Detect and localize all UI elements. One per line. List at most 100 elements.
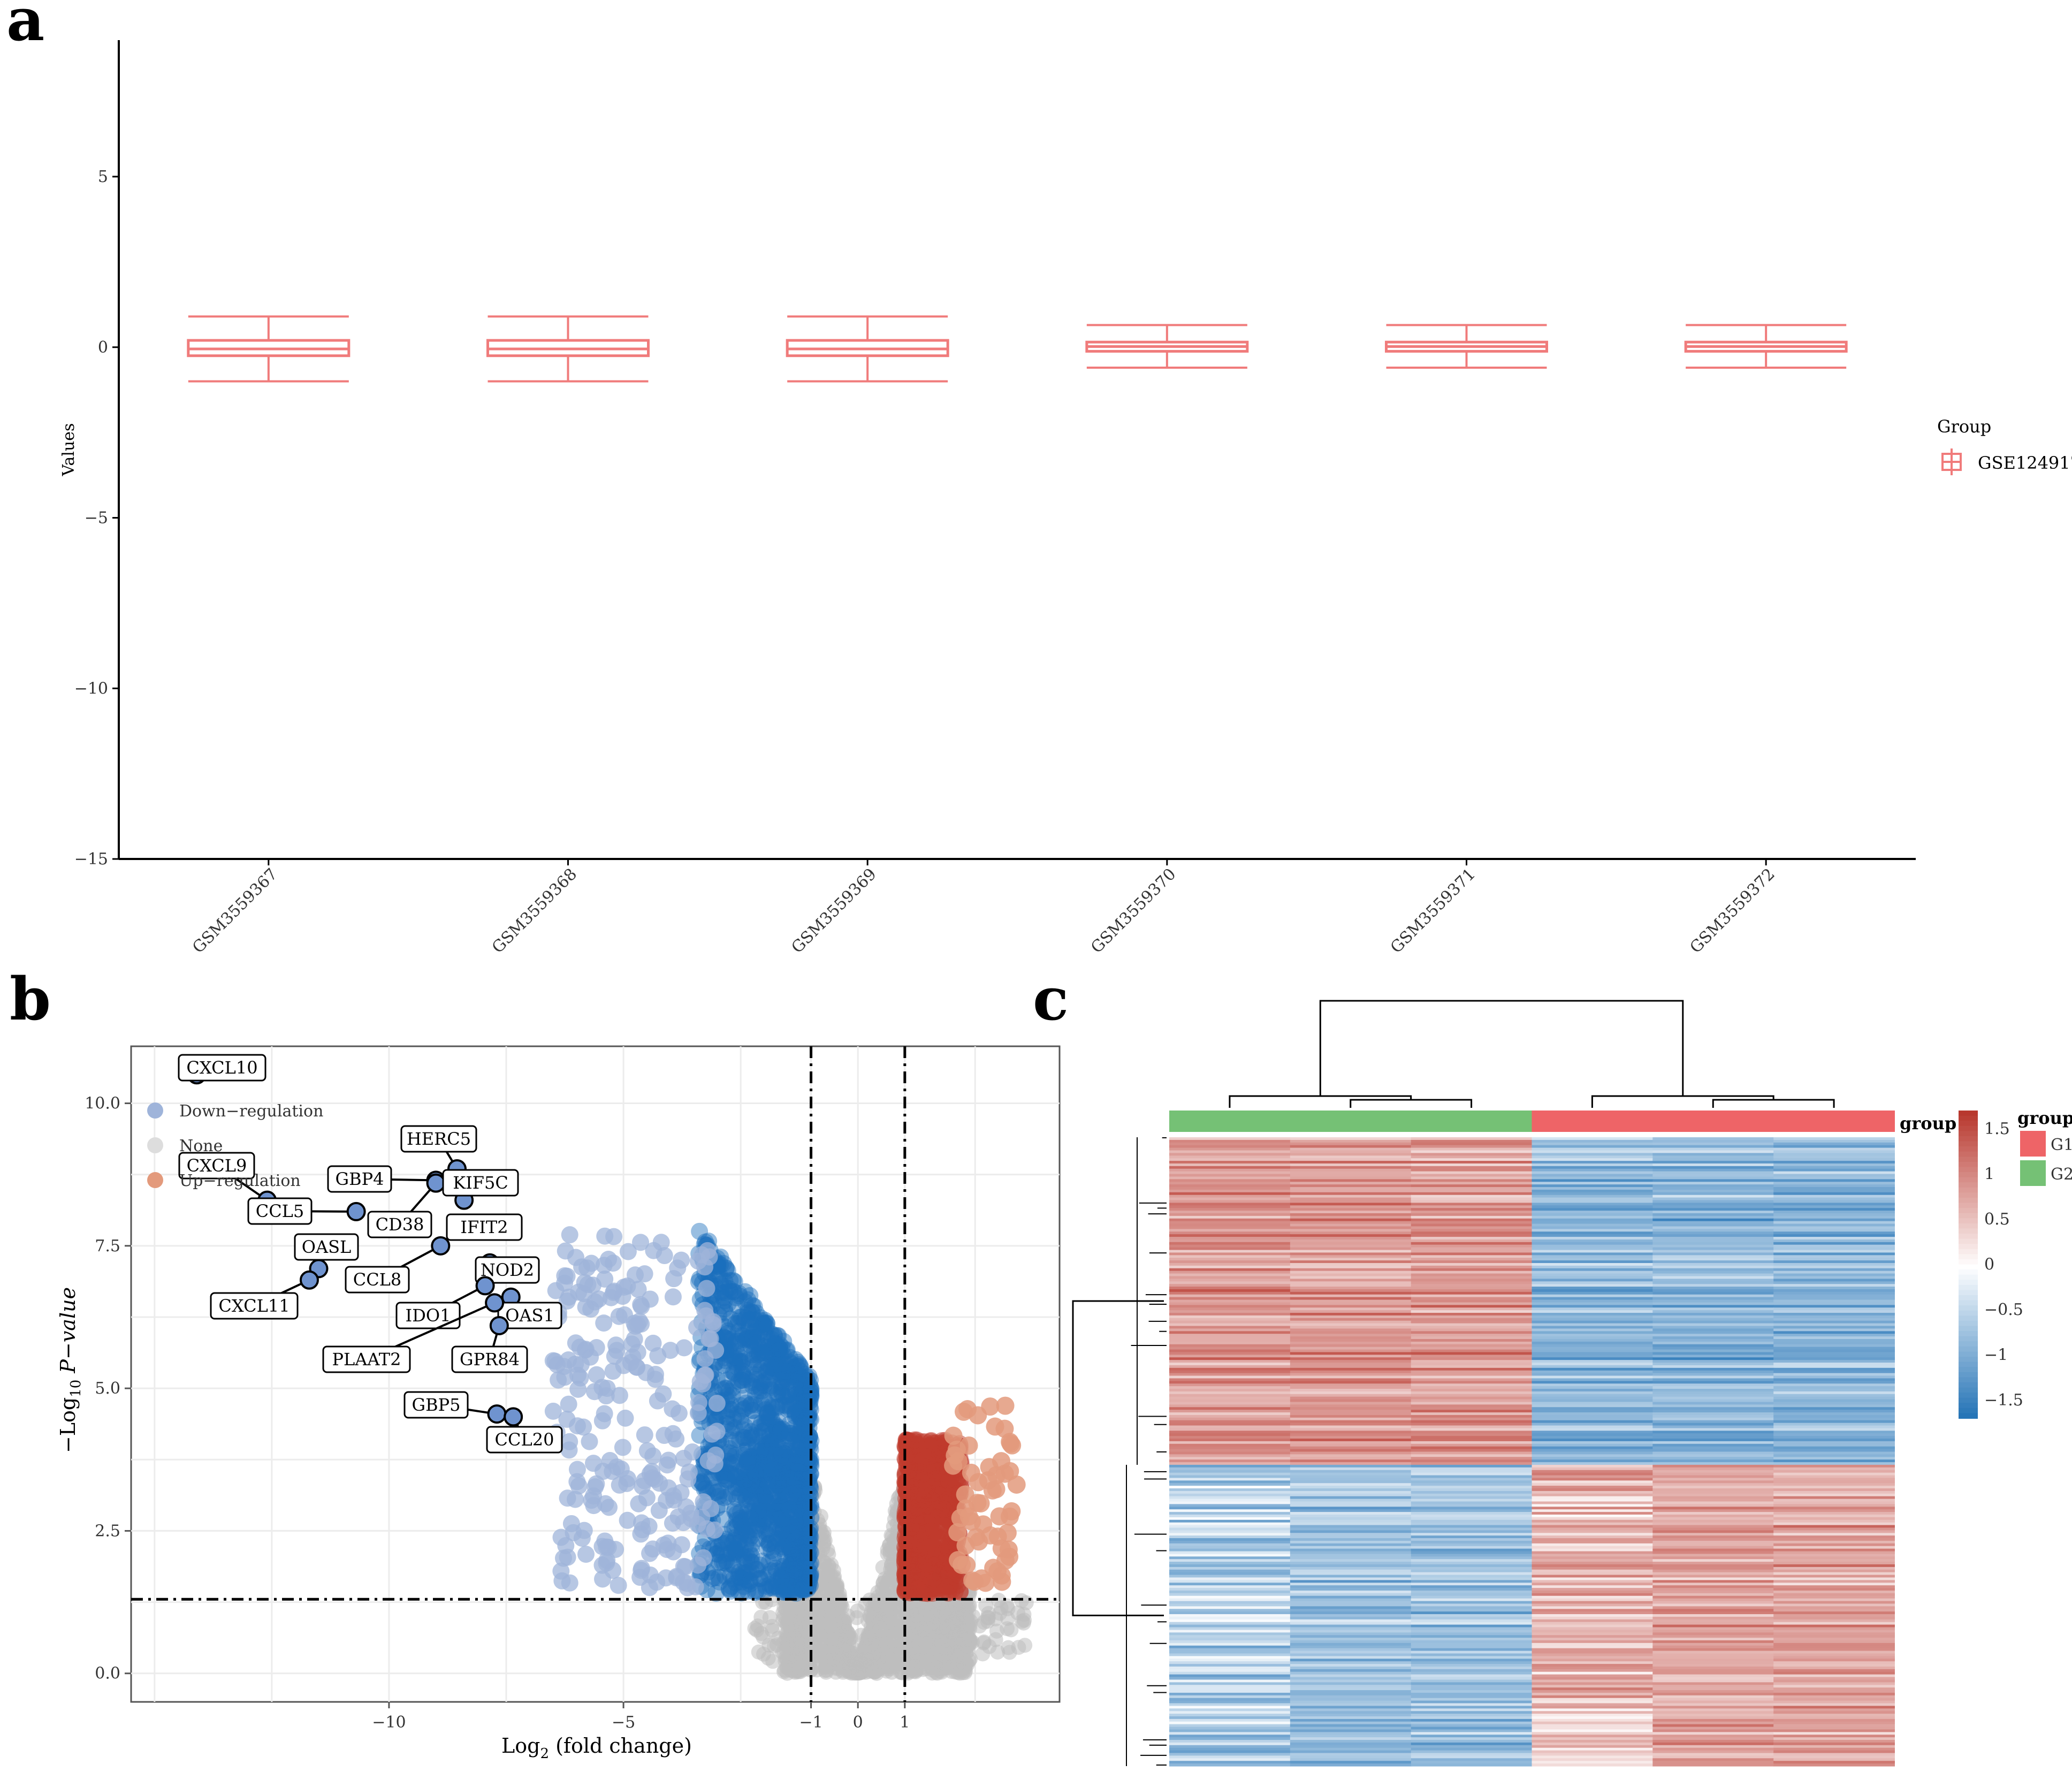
- point-down: [722, 1310, 740, 1328]
- heatmap-cell: [1290, 1281, 1412, 1284]
- heatmap-cell: [1773, 1457, 1895, 1460]
- heatmap-cell: [1411, 1464, 1533, 1468]
- point-down-outer: [632, 1296, 650, 1313]
- point-down: [766, 1356, 783, 1374]
- heatmap-cell: [1169, 1161, 1291, 1164]
- heatmap-cell: [1773, 1375, 1895, 1379]
- point-down: [782, 1553, 799, 1571]
- y-tick-label: 10.0: [85, 1094, 120, 1113]
- point-down: [790, 1405, 808, 1423]
- point-down: [769, 1424, 787, 1441]
- point-down: [747, 1479, 765, 1497]
- heatmap-cell: [1532, 1336, 1654, 1340]
- point-down: [760, 1370, 778, 1388]
- point-down: [751, 1501, 768, 1518]
- point-down: [795, 1530, 813, 1548]
- heatmap-cell: [1652, 1486, 1774, 1489]
- legend-title: Group: [1937, 416, 1991, 437]
- point-down: [788, 1357, 805, 1375]
- point-down-outer: [702, 1500, 720, 1517]
- heatmap-cell: [1411, 1211, 1533, 1214]
- point-down: [751, 1570, 769, 1587]
- labeled-point: [426, 1173, 446, 1193]
- point-down-outer: [615, 1357, 633, 1374]
- point-down-outer: [694, 1375, 712, 1393]
- heatmap-cell: [1290, 1370, 1412, 1374]
- point-up-outer: [953, 1555, 971, 1574]
- heatmap-cell: [1290, 1472, 1412, 1476]
- point-down: [802, 1381, 820, 1398]
- point-none: [881, 1598, 897, 1613]
- heatmap-cell: [1169, 1166, 1291, 1169]
- heatmap-cell: [1169, 1439, 1291, 1442]
- heatmap-cell: [1290, 1182, 1412, 1185]
- point-down: [763, 1381, 780, 1399]
- heatmap-cell: [1773, 1305, 1895, 1308]
- heatmap-cell: [1290, 1457, 1412, 1460]
- point-down: [777, 1486, 795, 1503]
- point-down: [798, 1408, 816, 1426]
- volcano-points: [544, 1222, 1034, 1681]
- point-down: [786, 1383, 804, 1401]
- point-down: [726, 1519, 744, 1537]
- point-down: [783, 1525, 801, 1542]
- point-down: [735, 1421, 752, 1439]
- heatmap-cell: [1532, 1223, 1654, 1227]
- heatmap-cell: [1773, 1433, 1895, 1436]
- heatmap-cell: [1652, 1410, 1774, 1413]
- point-down: [716, 1284, 734, 1302]
- heatmap-cell: [1290, 1176, 1412, 1180]
- point-down: [724, 1379, 742, 1397]
- point-down: [793, 1580, 810, 1598]
- heatmap-cell: [1169, 1328, 1291, 1332]
- heatmap-cell: [1652, 1239, 1774, 1243]
- heatmap-cell: [1773, 1357, 1895, 1360]
- heatmap-cell: [1411, 1299, 1533, 1303]
- point-down: [746, 1396, 764, 1413]
- point-down: [725, 1364, 742, 1381]
- point-down: [756, 1414, 773, 1432]
- heatmap-cell: [1532, 1414, 1654, 1418]
- heatmap-cell: [1169, 1252, 1291, 1256]
- point-down: [790, 1479, 808, 1496]
- point-down: [744, 1448, 761, 1465]
- point-down: [738, 1371, 756, 1388]
- heatmap-cell: [1773, 1287, 1895, 1290]
- point-down: [759, 1477, 777, 1495]
- point-down-outer: [595, 1314, 613, 1332]
- heatmap-cell: [1652, 1412, 1774, 1416]
- heatmap-cell: [1290, 1331, 1412, 1334]
- heatmap-cell: [1169, 1412, 1291, 1416]
- heatmap-cell: [1652, 1417, 1774, 1421]
- point-down: [727, 1289, 745, 1306]
- point-down: [732, 1540, 749, 1558]
- label-text: IFIT2: [460, 1217, 508, 1237]
- heatmap-cell: [1652, 1446, 1774, 1450]
- heatmap-cell: [1773, 1417, 1895, 1421]
- point-down: [772, 1566, 790, 1584]
- point-down: [716, 1510, 734, 1528]
- heatmap-cell: [1290, 1297, 1412, 1301]
- heatmap-cell: [1652, 1252, 1774, 1256]
- point-down: [718, 1260, 735, 1277]
- point-down: [791, 1545, 809, 1562]
- heatmap-cell: [1652, 1472, 1774, 1476]
- point-down: [779, 1401, 796, 1418]
- heatmap-cell: [1290, 1258, 1412, 1261]
- heatmap-cell: [1532, 1226, 1654, 1229]
- heatmap-cell: [1411, 1443, 1533, 1447]
- heatmap-cell: [1652, 1258, 1774, 1261]
- point-down: [787, 1464, 805, 1481]
- heatmap-cell: [1290, 1420, 1412, 1424]
- heatmap-cell: [1773, 1276, 1895, 1279]
- point-down: [781, 1400, 799, 1418]
- annotation-cell-g1: [1652, 1111, 1774, 1132]
- heatmap-cell: [1290, 1226, 1412, 1229]
- heatmap-cell: [1773, 1265, 1895, 1269]
- point-down: [720, 1382, 737, 1400]
- heatmap-cell: [1290, 1250, 1412, 1253]
- heatmap-cell: [1652, 1402, 1774, 1405]
- point-down: [746, 1427, 764, 1445]
- point-down: [742, 1553, 759, 1570]
- heatmap-cell: [1773, 1179, 1895, 1182]
